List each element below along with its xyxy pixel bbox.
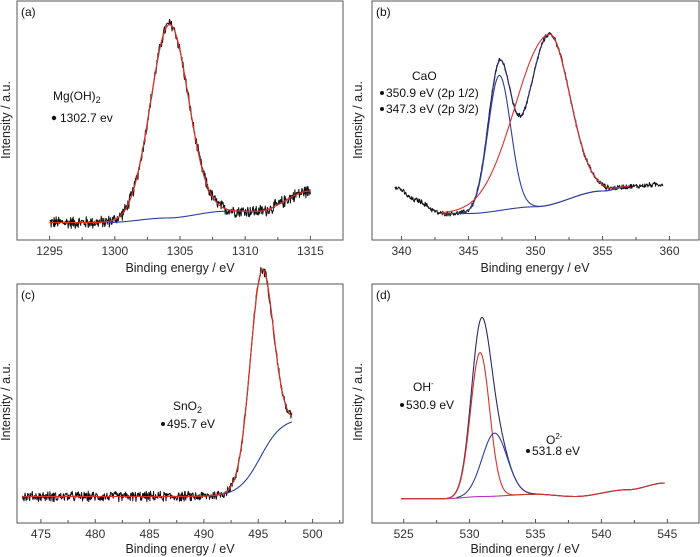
panel-b-series-component-350-9 [441,33,630,214]
panel-d-series-oh-component [401,351,665,500]
x-tick-label: 1295 [36,244,63,258]
annotation-bullet-icon [380,91,384,95]
panel-d: (d) Binding energy / eV Intensity / a.u.… [351,283,700,556]
panel-d-annotation-oh: OH- 530.9 eV [400,379,454,412]
panel-b-series-component-347-3 [441,74,630,215]
panel-b: (b) Binding energy / eV Intensity / a.u.… [351,0,700,275]
x-tick-label: 530 [460,527,480,541]
panel-b-annotation: CaO 350.9 eV (2p 1/2) 347.3 eV (2p 3/2) [380,69,479,116]
panel-d-series-background [401,482,665,500]
x-tick-label: 540 [591,527,611,541]
panel-b-peak-label-1: 350.9 eV (2p 1/2) [386,86,479,100]
x-tick-label: 1300 [101,244,128,258]
panel-a-series-fit-overlay [49,23,311,224]
x-tick-label: 350 [525,244,545,258]
panel-b-xlabel: Binding energy / eV [480,261,590,275]
panel-d-species-o2: O2- [546,432,563,447]
x-tick-label: 475 [31,527,51,541]
panel-c-ylabel: Intensity / a.u. [0,363,13,441]
panel-a-species: Mg(OH)2 [53,89,101,105]
x-tick-label: 355 [592,244,612,258]
panel-a-annotation: Mg(OH)2 1302.7 ev [51,89,113,125]
x-tick-label: 1315 [297,244,324,258]
annotation-bullet-icon [161,422,165,426]
panel-c-frame [16,283,344,524]
panel-d-peak-label-o2: 531.8 eV [532,444,580,458]
x-tick-label: 360 [660,244,680,258]
panel-a-ylabel: Intensity / a.u. [0,81,13,159]
panel-b-series-raw [394,32,664,217]
panel-b-ylabel: Intensity / a.u. [351,81,365,159]
panel-d-tag: (d) [376,288,391,302]
panel-a: (a) Binding energy / eV Intensity / a.u.… [0,0,344,275]
panel-b-tag: (b) [376,5,391,19]
x-tick-label: 495 [248,527,268,541]
panel-a-xlabel: Binding energy / eV [125,261,235,275]
x-tick-label: 1305 [167,244,194,258]
panel-c-series-fit [22,268,293,498]
x-tick-label: 535 [525,527,545,541]
panel-a-peak-label: 1302.7 ev [60,111,113,125]
panel-c: (c) Binding energy / eV Intensity / a.u.… [0,266,344,556]
panel-b-series-envelope [441,33,630,215]
panel-c-species: SnO2 [173,399,202,415]
panel-d-series-o2-component [456,432,536,499]
panel-a-tag: (a) [21,5,36,19]
x-tick-label: 525 [394,527,414,541]
x-tick-label: 345 [458,244,478,258]
panel-c-series-background [209,421,293,497]
panel-c-peak-label: 495.7 eV [167,417,215,431]
x-tick-label: 340 [391,244,411,258]
panel-c-series-raw [21,266,293,503]
panel-c-series-fit-overlay [22,268,293,498]
annotation-bullet-icon [380,107,384,111]
x-tick-label: 545 [657,527,677,541]
panel-d-ylabel: Intensity / a.u. [351,363,365,441]
x-tick-label: 1310 [232,244,259,258]
x-tick-label: 485 [140,527,160,541]
panel-b-frame [371,0,700,241]
panel-c-annotation: SnO2 495.7 eV [161,399,215,431]
panel-c-xlabel: Binding energy / eV [125,542,235,556]
annotation-bullet-icon [400,403,404,407]
x-tick-label: 500 [303,527,323,541]
panel-b-species: CaO [412,69,437,83]
panel-a-series-background [108,210,226,224]
panel-b-peak-label-2: 347.3 eV (2p 3/2) [386,102,479,116]
x-tick-label: 490 [194,527,214,541]
panel-d-peak-label-oh: 530.9 eV [406,398,454,412]
x-tick-label: 480 [85,527,105,541]
panel-d-species-oh: OH- [413,379,434,394]
panel-d-xlabel: Binding energy / eV [470,542,580,556]
annotation-bullet-icon [526,449,530,453]
annotation-bullet-icon [51,115,57,121]
panel-d-annotation-o2: O2- 531.8 eV [526,432,580,458]
panel-c-tag: (c) [21,288,35,302]
